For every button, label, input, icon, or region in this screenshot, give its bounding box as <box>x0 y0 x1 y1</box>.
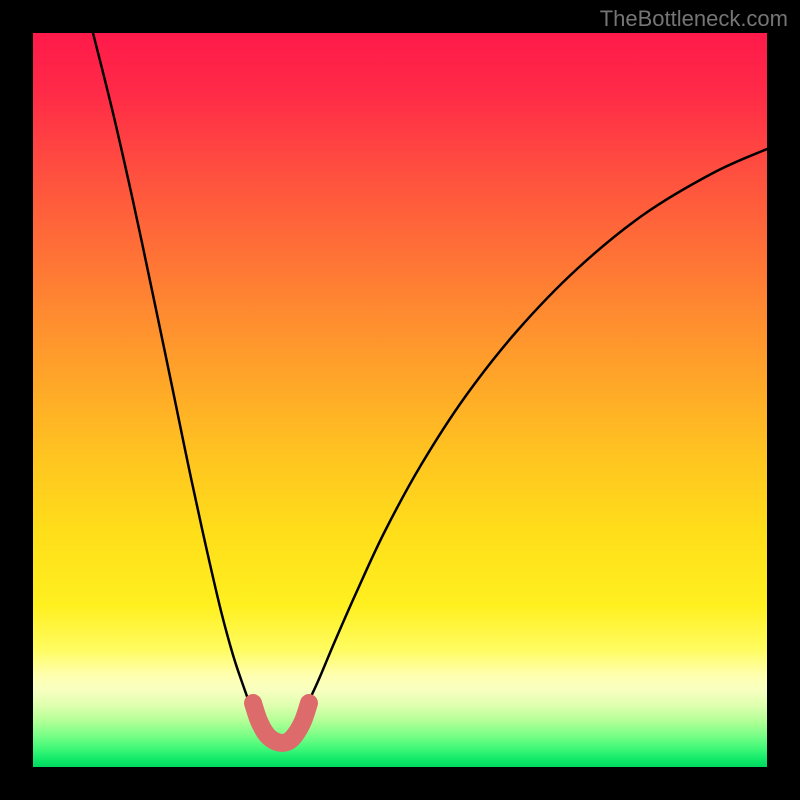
watermark-text: TheBottleneck.com <box>600 6 788 32</box>
plot-area <box>33 33 767 767</box>
gradient-background <box>33 33 767 767</box>
chart-svg <box>33 33 767 767</box>
